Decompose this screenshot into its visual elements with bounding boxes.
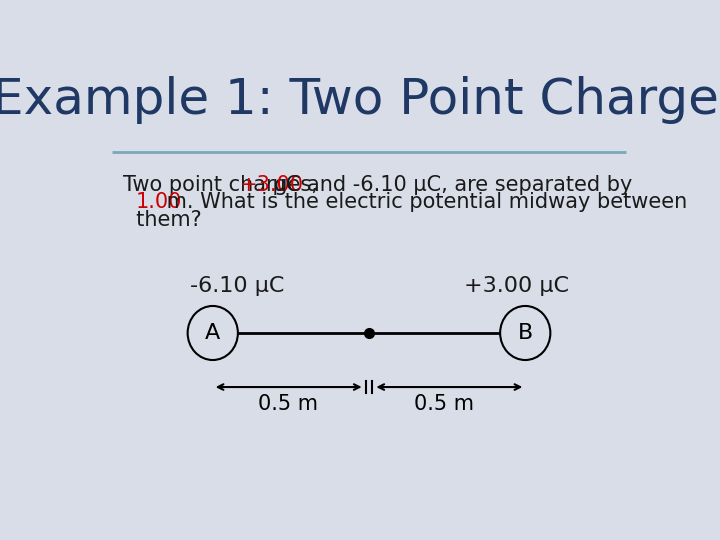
Text: μC and -6.10 μC, are separated by: μC and -6.10 μC, are separated by bbox=[266, 175, 632, 195]
Text: +3.00 μC: +3.00 μC bbox=[464, 275, 569, 295]
Text: m. What is the electric potential midway between: m. What is the electric potential midway… bbox=[161, 192, 688, 212]
Text: A: A bbox=[205, 323, 220, 343]
Text: Two point charges,: Two point charges, bbox=[124, 175, 325, 195]
Text: Example 1: Two Point Charges: Example 1: Two Point Charges bbox=[0, 76, 720, 124]
Text: B: B bbox=[518, 323, 533, 343]
Text: 1.00: 1.00 bbox=[136, 192, 182, 212]
Text: 0.5 m: 0.5 m bbox=[414, 394, 474, 414]
Text: 0.5 m: 0.5 m bbox=[258, 394, 318, 414]
Text: -6.10 μC: -6.10 μC bbox=[190, 275, 285, 295]
Text: them?: them? bbox=[124, 210, 202, 230]
Ellipse shape bbox=[188, 306, 238, 360]
Ellipse shape bbox=[500, 306, 550, 360]
Text: +3.00: +3.00 bbox=[240, 175, 304, 195]
